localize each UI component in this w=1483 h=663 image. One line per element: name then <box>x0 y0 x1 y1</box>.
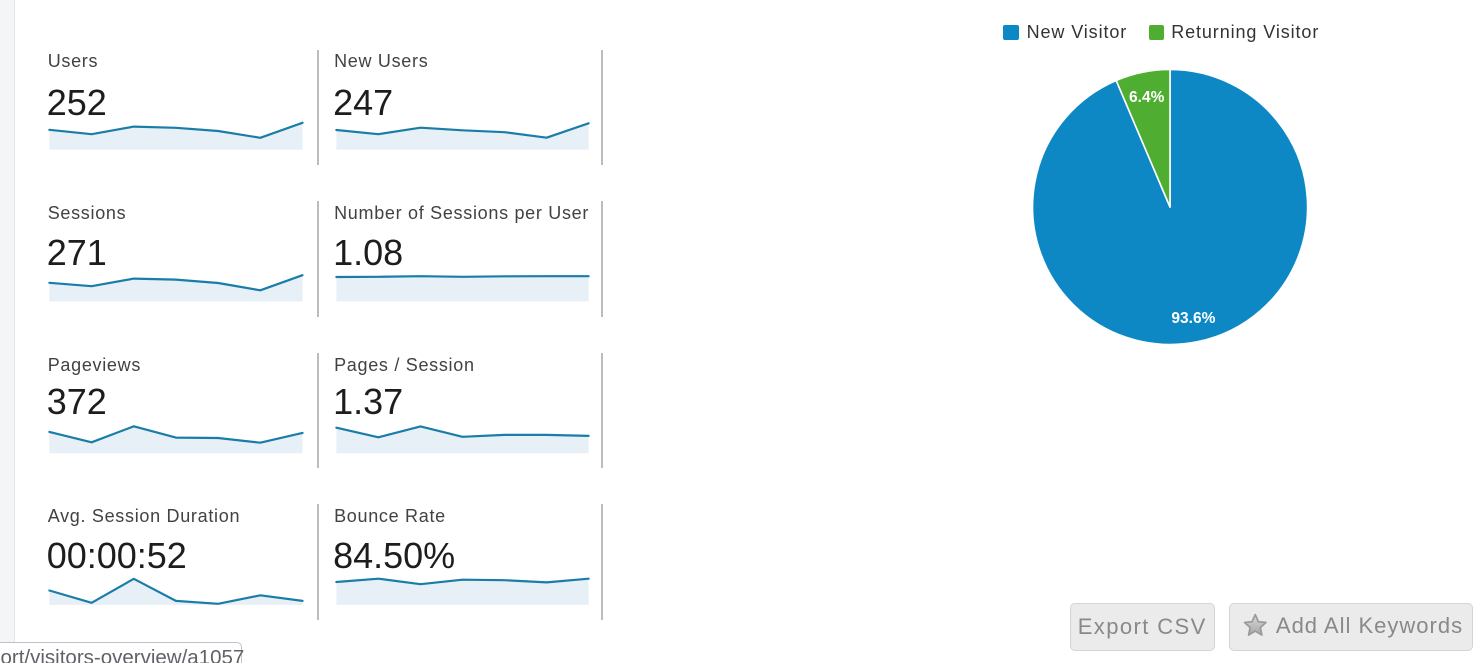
svg-text:93.6%: 93.6% <box>1171 310 1215 327</box>
svg-text:6.4%: 6.4% <box>1129 89 1165 106</box>
